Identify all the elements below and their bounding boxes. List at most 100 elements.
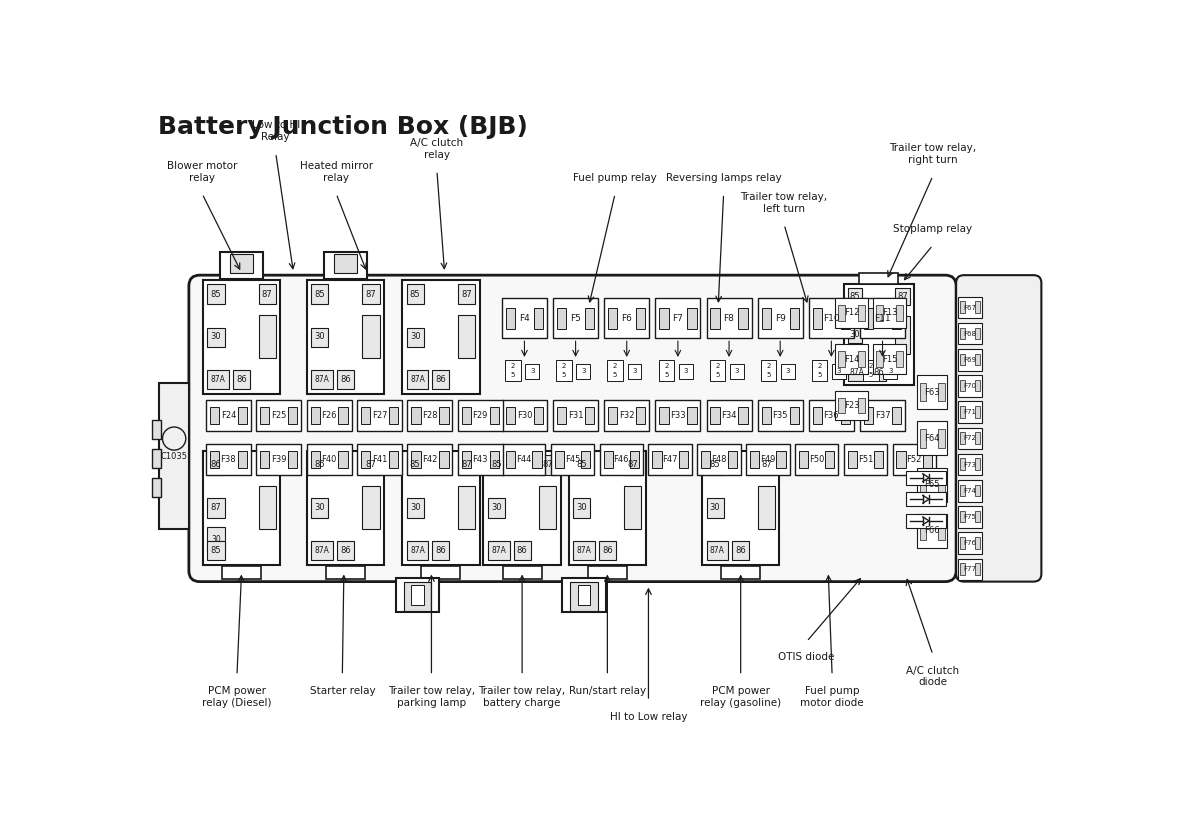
- Text: F47: F47: [663, 455, 677, 464]
- Bar: [311, 370, 333, 389]
- Bar: [758, 298, 802, 339]
- Bar: [339, 451, 348, 467]
- Bar: [957, 532, 982, 554]
- Text: F66: F66: [925, 526, 940, 535]
- Bar: [306, 280, 384, 393]
- Bar: [396, 578, 440, 613]
- Text: 30: 30: [491, 503, 502, 512]
- Bar: [864, 360, 879, 382]
- Bar: [502, 298, 546, 339]
- Bar: [895, 316, 909, 354]
- Bar: [288, 407, 298, 424]
- Bar: [698, 444, 741, 475]
- Text: Heated mirror
relay: Heated mirror relay: [299, 161, 372, 183]
- Text: F37: F37: [874, 411, 890, 420]
- Bar: [151, 419, 161, 439]
- Bar: [233, 370, 250, 389]
- Text: F42: F42: [423, 455, 437, 464]
- Text: Low to HI
Relay: Low to HI Relay: [251, 120, 300, 142]
- Bar: [877, 305, 883, 320]
- Text: 3: 3: [785, 369, 790, 374]
- Bar: [608, 307, 617, 329]
- Text: 30: 30: [210, 332, 221, 341]
- Bar: [906, 514, 946, 528]
- Text: F67: F67: [963, 305, 976, 310]
- Text: F26: F26: [322, 411, 337, 420]
- Bar: [739, 407, 748, 424]
- Bar: [461, 451, 471, 467]
- Bar: [706, 541, 728, 560]
- Text: 5: 5: [510, 373, 515, 378]
- Text: F63: F63: [925, 388, 940, 397]
- Text: PCM power
relay (Diesel): PCM power relay (Diesel): [202, 686, 271, 708]
- Bar: [812, 360, 827, 382]
- Bar: [208, 370, 229, 389]
- Bar: [844, 285, 914, 384]
- Text: 30: 30: [576, 503, 587, 512]
- Bar: [625, 486, 641, 530]
- Bar: [483, 451, 561, 564]
- Bar: [960, 432, 966, 444]
- Text: F64: F64: [925, 434, 940, 443]
- Bar: [896, 351, 903, 367]
- Bar: [864, 307, 873, 329]
- Bar: [324, 252, 368, 279]
- Text: 2: 2: [766, 363, 771, 369]
- Bar: [795, 444, 838, 475]
- FancyBboxPatch shape: [189, 276, 956, 582]
- Text: F28: F28: [422, 411, 437, 420]
- Text: F70: F70: [963, 383, 976, 389]
- Bar: [151, 478, 161, 497]
- Text: Starter relay: Starter relay: [310, 686, 375, 696]
- Text: 5: 5: [664, 373, 669, 378]
- Bar: [960, 563, 966, 574]
- Bar: [858, 305, 865, 320]
- Bar: [258, 285, 276, 304]
- Text: F38: F38: [221, 455, 237, 464]
- Bar: [363, 456, 380, 475]
- Text: 3: 3: [581, 369, 586, 374]
- Text: 2: 2: [664, 363, 669, 369]
- Text: 86: 86: [436, 375, 446, 384]
- Bar: [659, 407, 669, 424]
- Bar: [222, 566, 261, 579]
- Bar: [841, 307, 850, 329]
- Bar: [506, 407, 515, 424]
- Text: F51: F51: [858, 455, 873, 464]
- Text: 5: 5: [868, 373, 873, 378]
- Bar: [458, 444, 503, 475]
- Text: F71: F71: [963, 409, 976, 415]
- Bar: [760, 360, 776, 382]
- Bar: [588, 566, 627, 579]
- Bar: [488, 499, 506, 518]
- Bar: [208, 541, 225, 560]
- Bar: [311, 407, 319, 424]
- Bar: [362, 451, 370, 467]
- Text: 87A: 87A: [849, 368, 865, 377]
- Bar: [551, 444, 594, 475]
- Bar: [841, 407, 850, 424]
- Bar: [422, 566, 460, 579]
- Bar: [975, 406, 980, 417]
- Bar: [325, 266, 365, 280]
- Bar: [938, 476, 944, 494]
- Bar: [957, 323, 982, 344]
- Bar: [311, 285, 328, 304]
- Text: F27: F27: [372, 411, 387, 420]
- Text: 87A: 87A: [576, 546, 592, 555]
- Text: F46: F46: [614, 455, 629, 464]
- Text: F52: F52: [907, 455, 922, 464]
- Bar: [960, 328, 966, 339]
- Bar: [258, 315, 276, 359]
- Bar: [411, 585, 424, 605]
- Text: F29: F29: [472, 411, 488, 420]
- Bar: [458, 486, 474, 530]
- Bar: [637, 407, 645, 424]
- Bar: [603, 451, 613, 467]
- Bar: [938, 429, 944, 447]
- Text: 87: 87: [897, 292, 908, 301]
- Bar: [357, 400, 402, 431]
- Text: 85: 85: [315, 461, 325, 470]
- Bar: [656, 400, 700, 431]
- Text: F36: F36: [824, 411, 839, 420]
